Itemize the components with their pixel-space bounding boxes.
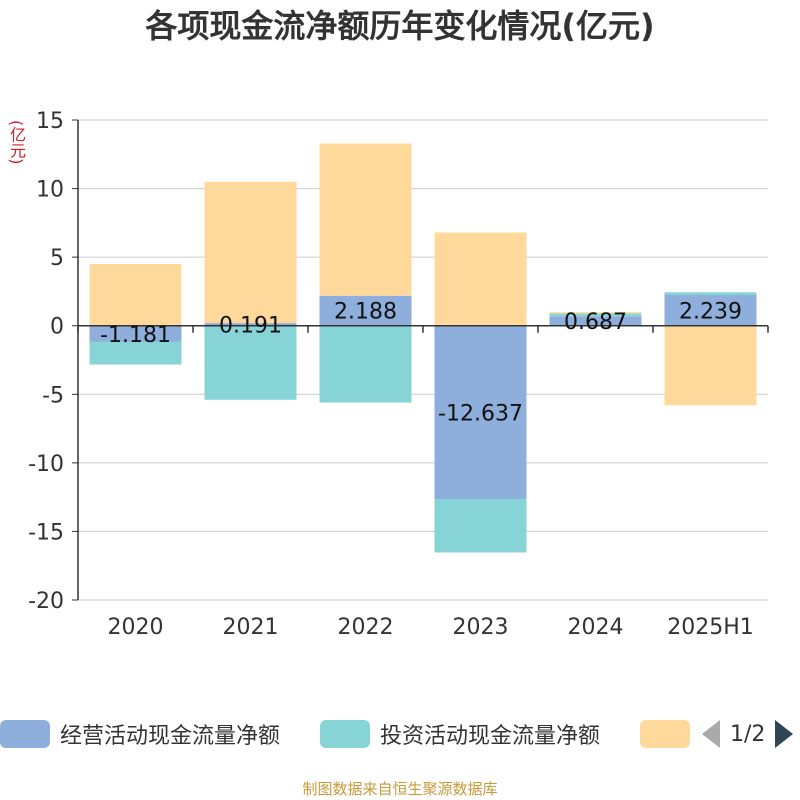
bar-financing-2025H1 <box>664 325 757 406</box>
data-label-operating: 0.191 <box>219 313 282 338</box>
y-tick-label: -10 <box>28 452 64 477</box>
bar-financing-2020 <box>89 264 182 326</box>
data-label-operating: 0.687 <box>564 310 627 335</box>
legend-item-financing[interactable] <box>640 714 700 754</box>
bar-financing-2024 <box>549 312 642 314</box>
legend-swatch-operating <box>0 720 50 748</box>
y-tick-label: 10 <box>36 178 64 203</box>
bar-investing-2020 <box>89 341 182 365</box>
x-tick-label: 2020 <box>108 615 164 640</box>
data-label-operating: 2.239 <box>679 299 742 324</box>
cash-flow-chart: 15 10 5 0 -5 -10 -15 -20 2020 2021 2022 2023 2024 202… <box>28 109 769 640</box>
bar-operating-2023 <box>434 325 527 500</box>
legend-label-investing: 投资活动现金流量净额 <box>380 724 601 749</box>
data-source-note: 制图数据来自恒生聚源数据库 <box>302 780 498 798</box>
bar-operating-2021 <box>204 323 297 326</box>
bar-investing-2024 <box>549 313 642 317</box>
bar-investing-2021 <box>204 325 297 400</box>
legend-swatch-investing <box>320 720 370 748</box>
data-label-operating: -1.181 <box>100 323 171 348</box>
data-label-operating: 2.188 <box>334 300 397 325</box>
x-tick-label: 2023 <box>453 615 509 640</box>
legend-next-arrow-icon[interactable] <box>775 720 794 748</box>
bar-operating-2025H1 <box>664 295 757 326</box>
bar-investing-2023 <box>434 499 527 553</box>
legend-item-operating[interactable]: 经营活动现金流量净额 <box>0 714 280 754</box>
y-tick-label: 5 <box>50 246 64 271</box>
legend: 经营活动现金流量净额 投资活动现金流量净额 1/2 <box>0 714 800 754</box>
y-axis-unit-label: (亿元) <box>7 120 26 165</box>
bar-investing-2022 <box>319 325 412 403</box>
bar-financing-2023 <box>434 232 527 326</box>
x-tick-label: 2024 <box>568 615 624 640</box>
x-tick-label: 2025H1 <box>667 615 754 640</box>
y-tick-label: -20 <box>28 589 64 614</box>
y-tick-label: -5 <box>42 383 64 408</box>
y-tick-label: 0 <box>50 315 64 340</box>
y-tick-label: 15 <box>36 109 64 134</box>
legend-item-investing[interactable]: 投资活动现金流量净额 <box>320 714 600 754</box>
legend-pager: 1/2 <box>702 714 794 754</box>
chart-title: 各项现金流净额历年变化情况(亿元) <box>145 7 655 45</box>
bar-investing-2025H1 <box>664 292 757 296</box>
x-tick-label: 2022 <box>338 615 394 640</box>
bar-financing-2021 <box>204 181 297 324</box>
data-label-operating: -12.637 <box>438 401 523 426</box>
bar-operating-2020 <box>89 325 182 342</box>
legend-page-indicator: 1/2 <box>730 721 766 747</box>
bar-operating-2024 <box>549 316 642 326</box>
x-tick-label: 2021 <box>223 615 279 640</box>
bar-operating-2022 <box>319 295 412 326</box>
legend-swatch-financing <box>640 720 690 748</box>
legend-label-operating: 经营活动现金流量净额 <box>60 724 281 749</box>
bar-financing-2022 <box>319 143 412 296</box>
y-tick-label: -15 <box>28 520 64 545</box>
legend-prev-arrow-icon[interactable] <box>702 720 720 748</box>
